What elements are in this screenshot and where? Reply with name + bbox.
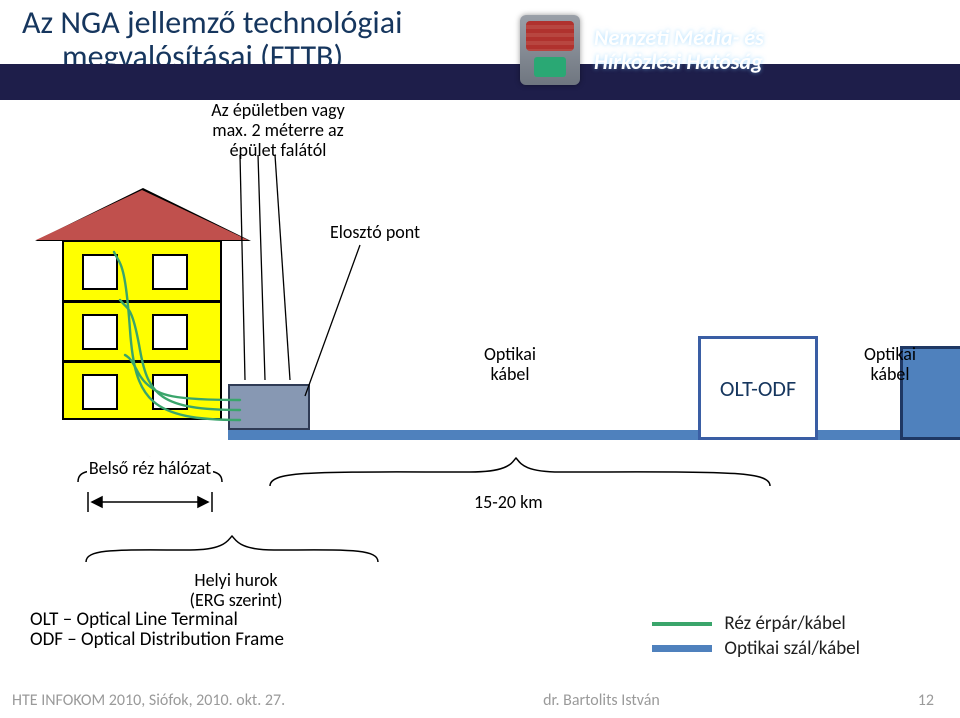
- brand-area: Nemzeti Média- és Hírközlési Hatóság: [510, 0, 960, 100]
- window: [82, 314, 118, 350]
- diagram-stage: OLT-ODF: [0, 100, 960, 670]
- brand-logo-icon: [520, 15, 580, 85]
- brace-distance: [270, 458, 770, 486]
- note-line2: max. 2 méterre az: [212, 119, 344, 141]
- olt-odf-box: OLT-ODF: [698, 336, 818, 440]
- label-belso-rez: Belső réz hálózat: [70, 458, 230, 478]
- label-optikai-right-text: Optikai kábel: [864, 343, 916, 385]
- window: [82, 254, 118, 290]
- slide-footer: HTE INFOKOM 2010, Siófok, 2010. okt. 27.…: [0, 687, 960, 718]
- label-optikai-right: Optikai kábel: [850, 344, 930, 384]
- legend-label-fiber: Optikai szál/kábel: [724, 637, 860, 660]
- brand-line1: Nemzeti Média- és: [594, 24, 764, 51]
- building-roof: [36, 190, 248, 240]
- window: [152, 314, 188, 350]
- building: [62, 240, 222, 420]
- legend-row-fiber: Optikai szál/kábel: [652, 637, 860, 660]
- legend: Réz érpár/kábel Optikai szál/kábel: [652, 610, 860, 662]
- legend-swatch-fiber: [652, 645, 712, 652]
- window: [152, 254, 188, 290]
- helyi-hurok-line1: Helyi hurok: [194, 569, 277, 591]
- label-belso-rez-text: Belső réz hálózat: [87, 457, 213, 479]
- label-eloszto-pont: Elosztó pont: [330, 222, 420, 242]
- footer-page: 12: [918, 691, 934, 710]
- floor-line-1: [64, 300, 220, 303]
- distribution-box: [228, 384, 310, 430]
- footer-center: dr. Bartolits István: [543, 691, 660, 710]
- eloszto-connector: [305, 245, 360, 396]
- note-line3: épület falától: [230, 139, 327, 161]
- slide-header: Az NGA jellemző technológiai megvalósítá…: [0, 0, 960, 100]
- brace-helyi: [86, 536, 378, 562]
- window: [82, 374, 118, 410]
- label-optikai-left-text: Optikai kábel: [484, 343, 536, 385]
- footer-left: HTE INFOKOM 2010, Siófok, 2010. okt. 27.: [12, 691, 285, 710]
- olt-odf-label: OLT-ODF: [720, 375, 796, 402]
- legend-label-copper: Réz érpár/kábel: [724, 612, 845, 635]
- brand-text: Nemzeti Média- és Hírközlési Hatóság: [594, 26, 764, 74]
- label-optikai-left: Optikai kábel: [470, 344, 550, 384]
- brand-line2: Hírközlési Hatóság: [594, 48, 763, 75]
- definitions: OLT – Optical Line Terminal ODF – Optica…: [30, 610, 284, 650]
- legend-row-copper: Réz érpár/kábel: [652, 612, 860, 635]
- legend-swatch-copper: [652, 622, 712, 626]
- note-line1: Az épületben vagy: [211, 99, 345, 121]
- floor-line-2: [64, 360, 220, 363]
- def-olt: OLT – Optical Line Terminal: [30, 610, 284, 630]
- window: [152, 374, 188, 410]
- label-helyi-hurok: Helyi hurok (ERG szerint): [176, 570, 296, 610]
- def-odf: ODF – Optical Distribution Frame: [30, 630, 284, 650]
- note-text: Az épületben vagy max. 2 méterre az épül…: [178, 100, 378, 160]
- label-distance: 15-20 km: [474, 492, 543, 512]
